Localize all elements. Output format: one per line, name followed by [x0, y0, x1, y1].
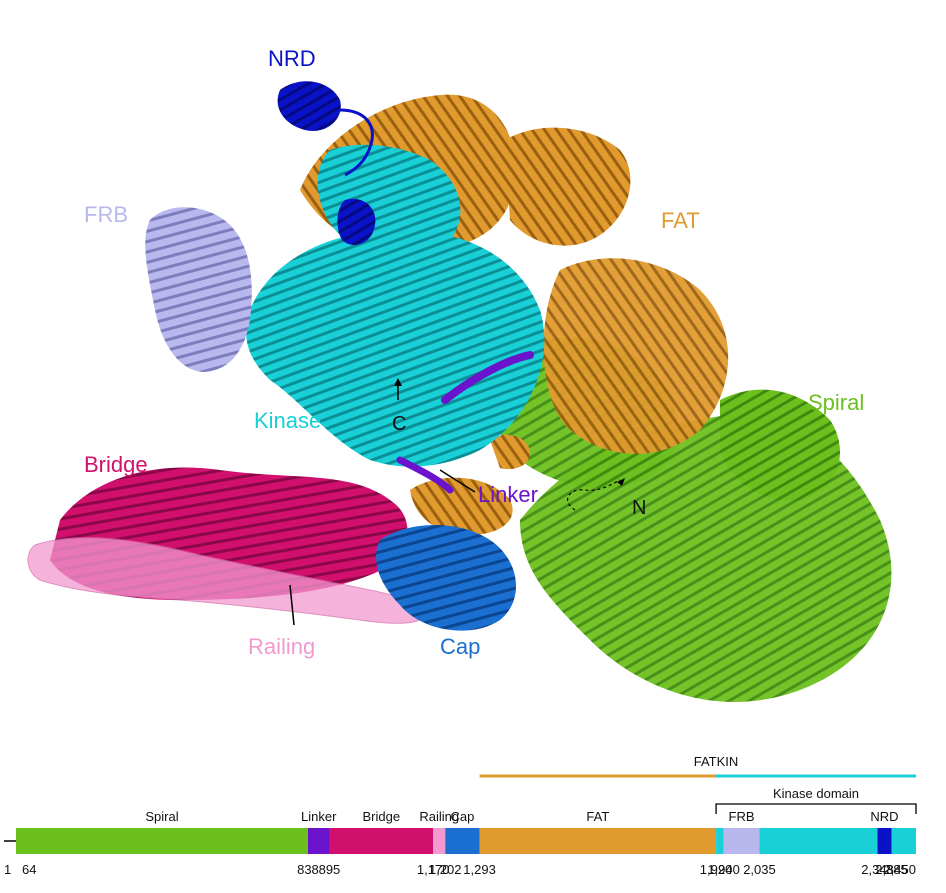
spiral-label: Spiral: [808, 390, 864, 415]
tick-label-1: 1: [4, 862, 11, 877]
railing-label: Railing: [248, 634, 315, 659]
structure-illustration: NRD FAT FRB Kinase Spiral Bridge Linker …: [27, 46, 892, 702]
kinase-label: Kinase: [254, 408, 321, 433]
segment-label-nrd: NRD: [870, 809, 898, 824]
segment-spiral-0: [16, 828, 308, 854]
n-terminus-arrowhead-icon: [617, 478, 625, 486]
segment-label-frb: FRB: [729, 809, 755, 824]
tick-label-2385: 2,385: [875, 862, 908, 877]
tick-label-838: 838: [297, 862, 319, 877]
fatkin-label: FATKIN: [694, 754, 739, 769]
segment-kinase-6: [716, 828, 724, 854]
segment-kinase-8: [759, 828, 878, 854]
segment-label-cap: Cap: [450, 809, 474, 824]
cap-label: Cap: [440, 634, 480, 659]
tick-label-1920: 1,920: [700, 862, 733, 877]
segment-label-fat: FAT: [586, 809, 609, 824]
segment-label-railing: Railing: [419, 809, 459, 824]
segment-nrd-9: [877, 828, 892, 854]
railing-region: [27, 537, 426, 624]
kinase-domain-bracket: [715, 803, 917, 814]
nrd-label: NRD: [268, 46, 316, 71]
segment-frb-7: [723, 828, 760, 854]
bridge-label: Bridge: [84, 452, 148, 477]
tick-label-895: 895: [319, 862, 341, 877]
segment-linker-1: [307, 828, 330, 854]
linker-label: Linker: [478, 482, 538, 507]
domain-map: FATKIN Kinase domain Spiral Linker Bridge R…: [4, 754, 917, 877]
tick-label-2348: 2,348: [861, 862, 894, 877]
tick-label-2450: 2,450: [883, 862, 916, 877]
segment-cap-4: [445, 828, 480, 854]
cap-region: [376, 525, 517, 631]
segment-fat-5: [479, 828, 717, 854]
n-terminus-label: N: [632, 497, 646, 519]
tick-label-64: 64: [22, 862, 36, 877]
tick-label-1202: 1,202: [429, 862, 462, 877]
kinase-domain-label: Kinase domain: [773, 786, 859, 801]
frb-region: [145, 207, 252, 372]
fat-label: FAT: [661, 208, 700, 233]
tick-label-1293: 1,293: [463, 862, 496, 877]
frb-label: FRB: [84, 202, 128, 227]
segment-railing-3: [433, 828, 446, 854]
c-terminus-label: C: [392, 413, 406, 435]
c-terminus-arrowhead-icon: [394, 378, 402, 386]
tick-label-1170: 1,170: [417, 862, 450, 877]
railing-pointer-line: [289, 584, 295, 626]
segment-label-spiral: Spiral: [145, 809, 178, 824]
nrd-region: [277, 81, 376, 245]
tick-label-1940: 1,940: [707, 862, 740, 877]
tick-label-2035: 2,035: [743, 862, 776, 877]
segment-bridge-2: [329, 828, 434, 854]
segment-label-linker: Linker: [301, 809, 337, 824]
segment-label-bridge: Bridge: [363, 809, 401, 824]
linker-region: [396, 351, 534, 494]
linker-pointer-line: [439, 469, 476, 493]
segment-kinase-10: [891, 828, 916, 854]
